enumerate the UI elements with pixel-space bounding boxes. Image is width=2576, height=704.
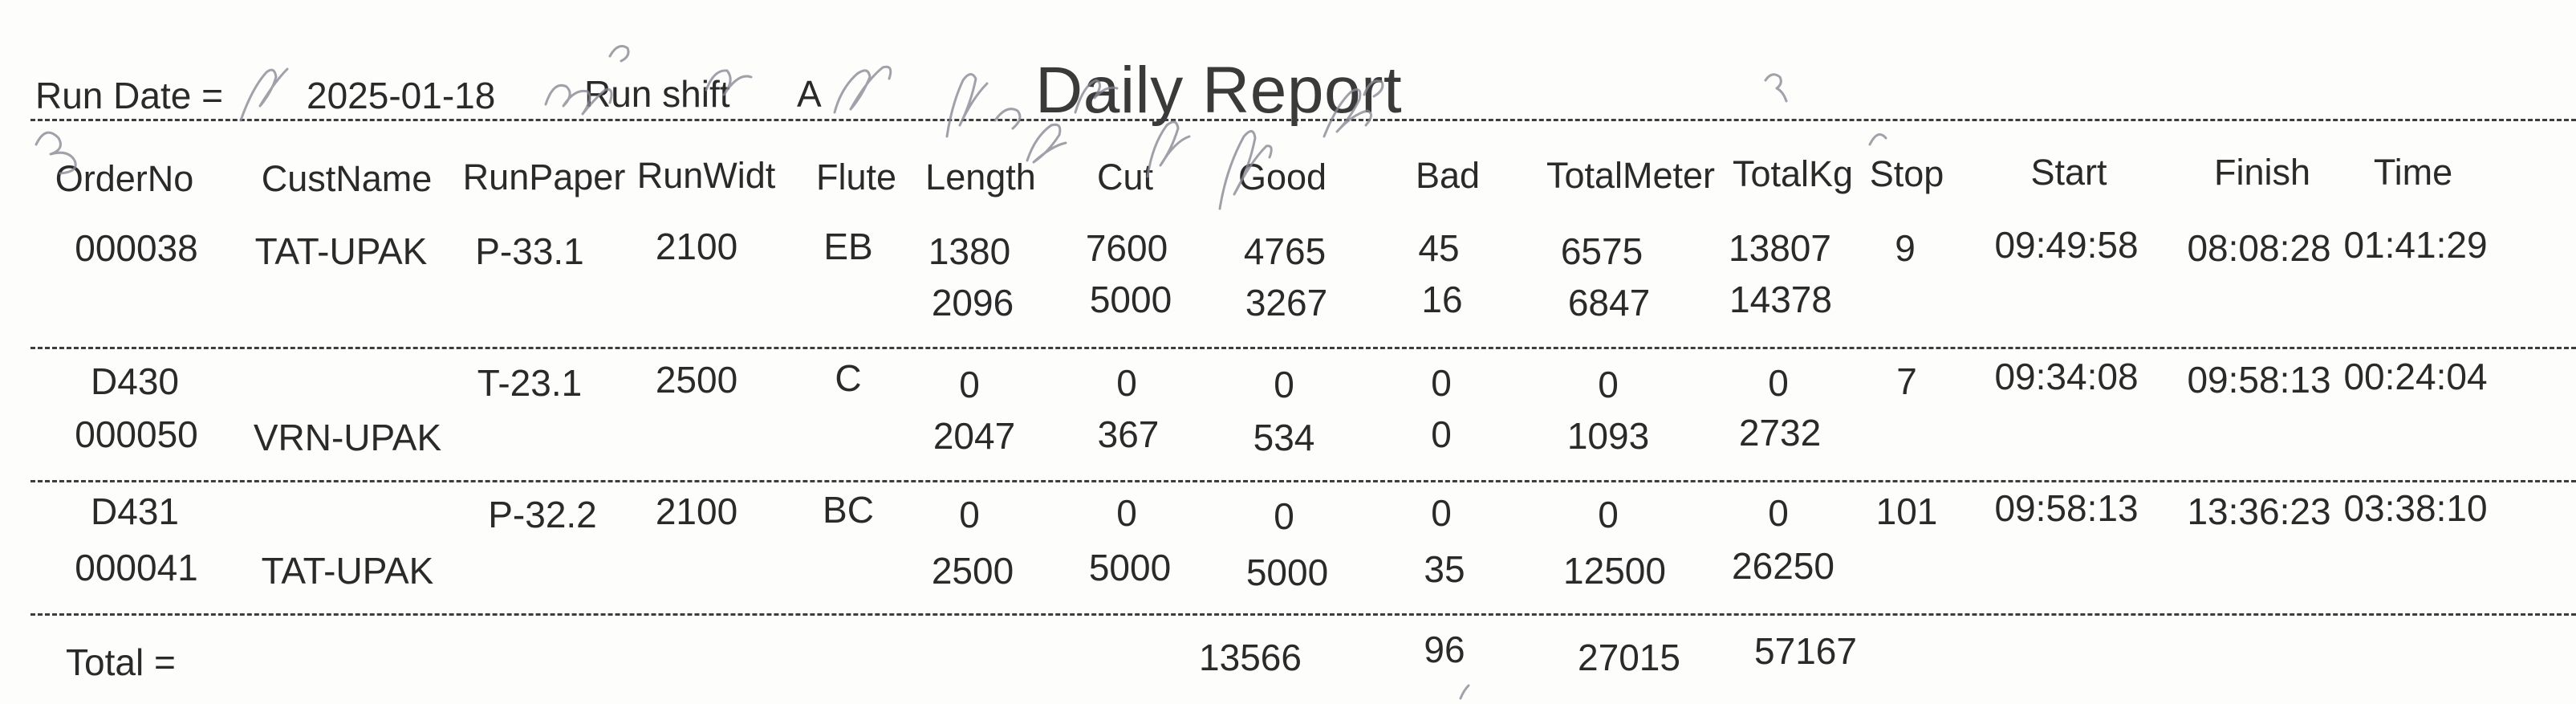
cut: 0: [1116, 492, 1137, 534]
column-header: RunWidt: [636, 155, 776, 196]
total-meter: 6575: [1560, 230, 1644, 272]
length: 1380: [928, 230, 1011, 272]
totals-divider: [30, 613, 2576, 616]
elapsed-time: 00:24:04: [2343, 356, 2488, 397]
column-header: Bad: [1415, 155, 1481, 196]
column-header: Cut: [1096, 157, 1154, 197]
start-time: 09:58:13: [1994, 487, 2139, 529]
run-date-value: 2025-01-18: [307, 75, 496, 116]
cut: 5000: [1089, 279, 1172, 320]
cut: 367: [1097, 413, 1160, 455]
total-meter: 1093: [1566, 415, 1650, 457]
run-width: 2100: [655, 226, 738, 267]
total-meter: 12500: [1563, 550, 1666, 592]
column-header: Time: [2373, 152, 2453, 193]
length: 2096: [931, 282, 1014, 324]
elapsed-time: 03:38:10: [2343, 487, 2488, 529]
total-kg: 13807: [1729, 227, 1831, 269]
column-header: Stop: [1869, 153, 1944, 194]
total-kg: 2732: [1738, 412, 1822, 454]
total-meter: 27015: [1578, 637, 1680, 678]
column-header: Length: [925, 157, 1036, 197]
total-good: 13566: [1199, 637, 1302, 678]
column-header: CustName: [261, 158, 433, 199]
finish-time: 09:58:13: [2187, 359, 2331, 401]
total-kg: 0: [1768, 492, 1789, 534]
order-no: D431: [91, 490, 179, 532]
good: 4765: [1243, 230, 1327, 272]
total-kg: 57167: [1754, 630, 1857, 672]
bad: 45: [1418, 227, 1460, 269]
column-header: TotalKg: [1732, 153, 1854, 194]
run-paper: P-33.1: [475, 230, 584, 272]
length: 0: [959, 494, 980, 535]
good: 0: [1274, 364, 1294, 405]
bad: 0: [1431, 362, 1452, 404]
run-date-label: Run Date =: [35, 75, 223, 116]
flute: EB: [823, 226, 873, 267]
start-time: 09:34:08: [1994, 356, 2139, 397]
column-header: Finish: [2213, 152, 2311, 193]
total-bad: 96: [1424, 629, 1465, 670]
cut: 7600: [1085, 227, 1168, 269]
cut: 5000: [1088, 547, 1172, 588]
order-no: D430: [91, 360, 179, 402]
good: 3267: [1245, 282, 1328, 324]
run-paper: T-23.1: [477, 362, 583, 404]
header-divider: [30, 119, 2576, 121]
stop: 101: [1875, 490, 1938, 532]
start-time: 09:49:58: [1994, 224, 2139, 266]
finish-time: 08:08:28: [2187, 227, 2331, 269]
order-no: 000038: [75, 227, 198, 269]
total-kg: 0: [1768, 362, 1789, 404]
elapsed-time: 01:41:29: [2343, 224, 2488, 266]
row-divider: [30, 347, 2576, 349]
column-header: Good: [1237, 157, 1327, 197]
total-kg: 14378: [1729, 279, 1832, 320]
total-meter: 0: [1598, 494, 1619, 535]
column-header: Flute: [815, 157, 897, 197]
cust-name: TAT-UPAK: [254, 230, 428, 272]
run-paper: P-32.2: [488, 494, 597, 535]
order-no: 000041: [75, 547, 198, 588]
good: 534: [1253, 417, 1315, 458]
cust-name: VRN-UPAK: [253, 417, 442, 458]
good: 0: [1274, 495, 1294, 537]
column-header: TotalMeter: [1546, 155, 1716, 196]
length: 0: [959, 364, 980, 405]
run-width: 2100: [655, 490, 738, 532]
flute: C: [835, 357, 862, 399]
stop: 9: [1895, 227, 1916, 269]
column-header: Start: [2030, 152, 2107, 193]
report-title: Daily Report: [1035, 54, 1403, 127]
finish-time: 13:36:23: [2187, 490, 2331, 532]
run-shift-value: A: [797, 73, 822, 115]
bad: 35: [1424, 548, 1465, 590]
cust-name: TAT-UPAK: [261, 550, 434, 592]
flute: BC: [823, 489, 874, 531]
run-shift-label: Run shift: [584, 73, 730, 115]
good: 5000: [1245, 551, 1329, 593]
bad: 16: [1421, 279, 1463, 320]
total-meter: 0: [1598, 364, 1619, 405]
total-kg: 26250: [1732, 545, 1834, 587]
length: 2500: [931, 550, 1014, 592]
bad: 0: [1431, 492, 1452, 534]
order-no: 000050: [75, 413, 198, 455]
bad: 0: [1431, 413, 1452, 455]
length: 2047: [932, 415, 1016, 457]
column-header: OrderNo: [55, 158, 194, 199]
column-header: RunPaper: [462, 157, 626, 197]
stop: 7: [1896, 360, 1917, 402]
cut: 0: [1116, 362, 1137, 404]
total-meter: 6847: [1567, 282, 1651, 324]
totals-label: Total =: [66, 641, 176, 683]
row-divider: [30, 480, 2576, 482]
run-width: 2500: [655, 359, 738, 401]
